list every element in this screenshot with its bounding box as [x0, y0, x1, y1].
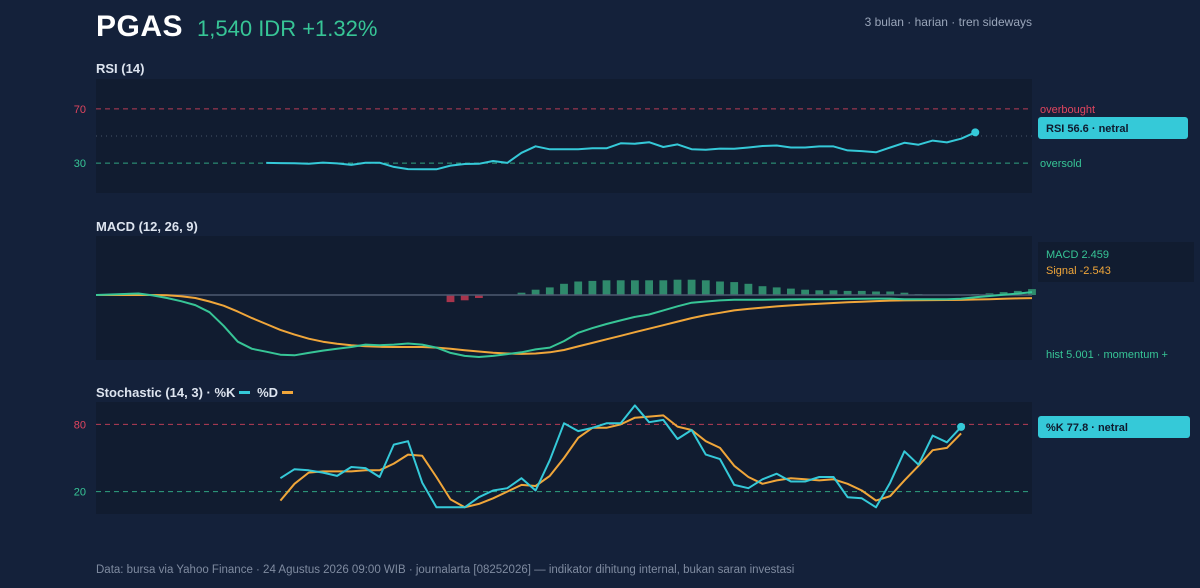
stochastic-title-k: Stochastic (14, 3) · %K	[96, 385, 236, 400]
chart-subtitle: 3 bulan · harian · tren sideways	[864, 15, 1032, 29]
macd-histogram-bar	[744, 283, 753, 295]
rsi-last-point	[971, 128, 980, 137]
stochastic-d-line	[279, 414, 962, 509]
stochastic-badge: %K 77.8 · netral	[1046, 422, 1128, 434]
macd-histogram-bar	[475, 295, 483, 298]
macd-histogram-bar	[460, 295, 469, 301]
rsi-level-label-overbought: overbought	[1040, 104, 1095, 116]
macd-histogram-bar	[900, 292, 909, 296]
stochastic-title-d: %D	[257, 385, 279, 400]
rsi-level-label-oversold: oversold	[1040, 158, 1082, 170]
macd-histogram-bar	[772, 287, 781, 296]
macd-histogram-bar	[701, 280, 710, 296]
macd-histogram-bar	[999, 292, 1008, 296]
macd-histogram-bar	[645, 280, 653, 296]
macd-histogram-bar	[843, 290, 852, 295]
macd-signal-line	[96, 294, 1033, 355]
macd-histogram-bar	[659, 280, 668, 296]
rsi-tick-label: 70	[74, 104, 86, 116]
rsi-tick-label: 30	[74, 158, 86, 170]
macd-histogram-bar	[616, 280, 625, 296]
macd-histogram-bar	[673, 279, 682, 296]
macd-histogram-bar	[857, 290, 866, 295]
macd-histogram-bar	[730, 282, 739, 296]
macd-histogram-bar	[716, 281, 724, 296]
d-swatch	[282, 391, 294, 395]
rsi-badge: RSI 56.6 · netral	[1046, 123, 1129, 135]
macd-histogram-bar	[574, 281, 583, 296]
macd-histogram-bar	[758, 286, 767, 296]
macd-histogram-bar	[1028, 289, 1036, 295]
stochastic-panel-title: Stochastic (14, 3) · %K %D	[96, 385, 296, 400]
macd-hist-label: hist 5.001 · momentum +	[1046, 349, 1168, 361]
macd-histogram-bar	[872, 291, 880, 295]
ticker-symbol: PGAS	[96, 10, 184, 43]
macd-histogram-bar	[545, 287, 554, 296]
macd-histogram-bar	[631, 280, 639, 296]
macd-histogram-bar	[602, 280, 611, 296]
macd-histogram-bar	[560, 283, 568, 295]
macd-histogram-bar	[829, 290, 838, 295]
stochastic-tick-label: 20	[74, 487, 86, 499]
macd-histogram-bar	[517, 292, 526, 296]
macd-histogram-bar	[801, 289, 809, 295]
macd-histogram-bar	[886, 291, 895, 295]
macd-legend-signal: Signal -2.543	[1046, 265, 1111, 277]
macd-histogram-bar	[588, 280, 597, 296]
macd-histogram-bar	[687, 279, 696, 296]
chart-header: PGAS 1,540 IDR +1.32%	[96, 10, 377, 50]
rsi-line	[266, 131, 976, 171]
price-change: 1,540 IDR +1.32%	[197, 16, 378, 41]
macd-line	[95, 291, 1033, 358]
macd-legend-macd: MACD 2.459	[1046, 249, 1109, 261]
rsi-panel-title: RSI (14)	[96, 61, 145, 76]
stochastic-last-point	[957, 422, 966, 431]
stochastic-badge-bg	[1038, 416, 1190, 438]
k-swatch	[239, 391, 251, 395]
macd-panel-title: MACD (12, 26, 9)	[96, 219, 198, 234]
macd-histogram-bar	[815, 290, 824, 295]
rsi-badge-bg	[1038, 117, 1188, 139]
macd-histogram-bar	[531, 289, 540, 295]
footer-source: Data: bursa via Yahoo Finance · 24 Agust…	[96, 564, 795, 576]
macd-histogram-bar	[446, 295, 455, 303]
macd-histogram-bar	[787, 288, 795, 296]
stochastic-k-line	[279, 404, 962, 509]
stochastic-tick-label: 80	[74, 419, 86, 431]
macd-histogram-bar	[985, 293, 994, 296]
macd-legend-bg	[1038, 242, 1194, 282]
